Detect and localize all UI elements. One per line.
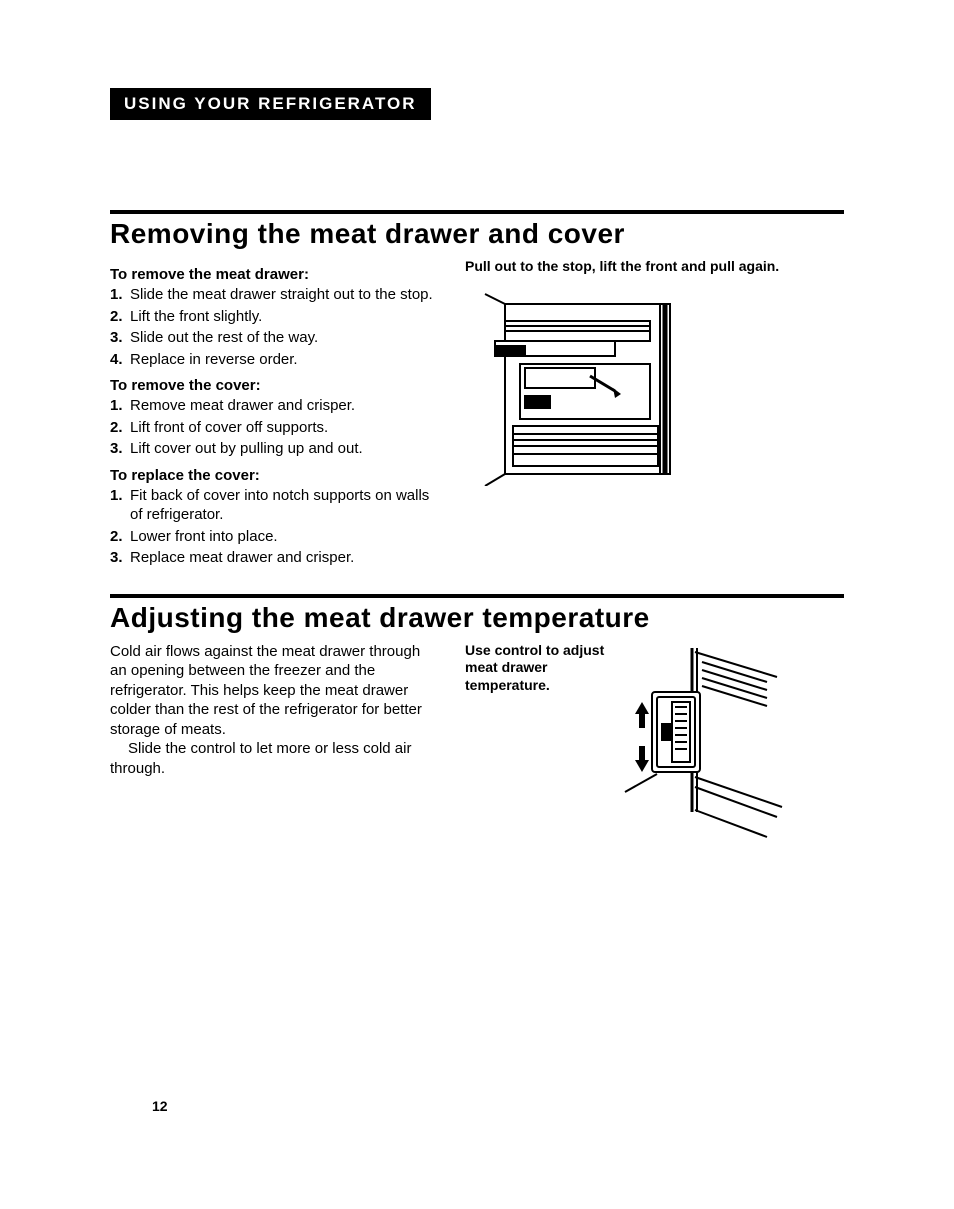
step: Lower front into place. xyxy=(110,527,435,547)
step: Replace in reverse order. xyxy=(110,350,435,370)
section2-right: Use control to adjust meat drawer temper… xyxy=(465,642,844,852)
step: Remove meat drawer and crisper. xyxy=(110,396,435,416)
body-p2: Slide the control to let more or less co… xyxy=(110,739,435,778)
body-p1: Cold air flows against the meat drawer t… xyxy=(110,643,422,738)
rule xyxy=(110,210,844,214)
step: Lift the front slightly. xyxy=(110,307,435,327)
step: Fit back of cover into notch supports on… xyxy=(110,486,435,525)
section-title-removing: Removing the meat drawer and cover xyxy=(110,218,844,250)
step: Lift front of cover off supports. xyxy=(110,418,435,438)
remove-cover-heading: To remove the cover: xyxy=(110,377,435,394)
figure2-caption: Use control to adjust meat drawer temper… xyxy=(465,642,605,842)
step: Lift cover out by pulling up and out. xyxy=(110,439,435,459)
step: Slide out the rest of the way. xyxy=(110,328,435,348)
page-number: 12 xyxy=(152,1098,168,1114)
section2-body: Cold air flows against the meat drawer t… xyxy=(110,642,435,779)
section1-left: To remove the meat drawer: Slide the mea… xyxy=(110,258,435,570)
remove-drawer-steps: Slide the meat drawer straight out to th… xyxy=(110,285,435,369)
rule xyxy=(110,594,844,598)
replace-cover-heading: To replace the cover: xyxy=(110,467,435,484)
section2-columns: Cold air flows against the meat drawer t… xyxy=(110,642,844,852)
section2: Adjusting the meat drawer temperature Co… xyxy=(110,594,844,852)
section1-columns: To remove the meat drawer: Slide the mea… xyxy=(110,258,844,570)
drawer-removal-illustration xyxy=(465,286,695,486)
remove-cover-steps: Remove meat drawer and crisper. Lift fro… xyxy=(110,396,435,459)
section1-right: Pull out to the stop, lift the front and… xyxy=(465,258,844,570)
section2-left: Cold air flows against the meat drawer t… xyxy=(110,642,435,852)
step: Replace meat drawer and crisper. xyxy=(110,548,435,568)
section-header-label: USING YOUR REFRIGERATOR xyxy=(124,94,417,113)
figure1-caption: Pull out to the stop, lift the front and… xyxy=(465,258,844,276)
section-header-band: USING YOUR REFRIGERATOR xyxy=(110,88,431,120)
remove-drawer-heading: To remove the meat drawer: xyxy=(110,266,435,283)
manual-page: USING YOUR REFRIGERATOR Removing the mea… xyxy=(0,0,954,852)
step: Slide the meat drawer straight out to th… xyxy=(110,285,435,305)
section-title-adjusting: Adjusting the meat drawer temperature xyxy=(110,602,844,634)
temperature-control-illustration xyxy=(617,642,797,852)
replace-cover-steps: Fit back of cover into notch supports on… xyxy=(110,486,435,568)
